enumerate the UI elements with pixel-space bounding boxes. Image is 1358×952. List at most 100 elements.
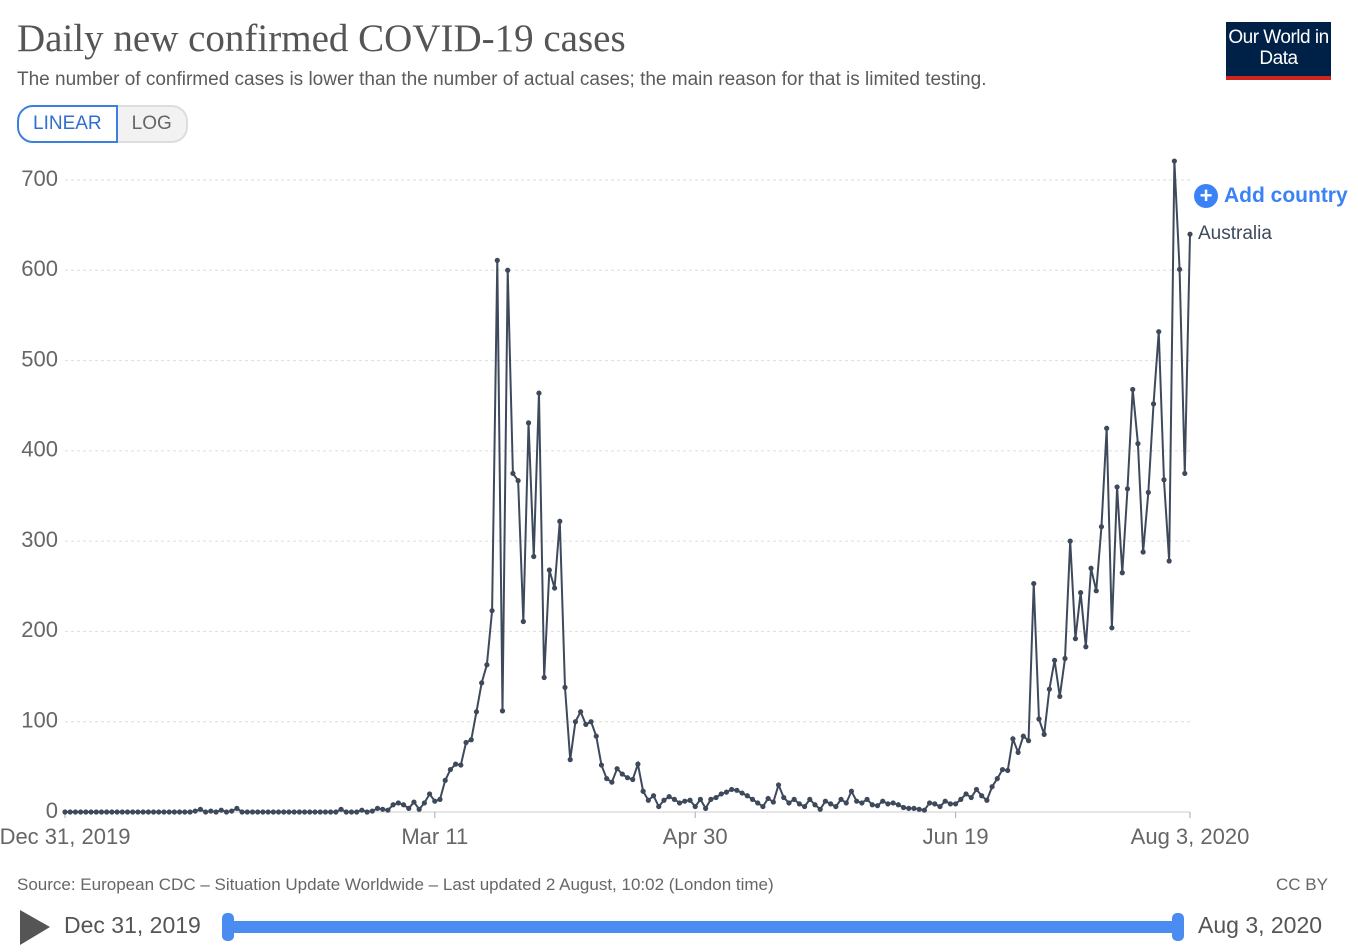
- data-point: [900, 804, 907, 811]
- data-point: [828, 801, 834, 807]
- data-point: [791, 796, 797, 802]
- data-point: [484, 662, 490, 668]
- x-tick-label: Aug 3, 2020: [1131, 824, 1250, 849]
- data-point: [218, 807, 224, 813]
- data-point: [843, 800, 849, 806]
- data-point: [755, 800, 761, 806]
- data-point: [1150, 401, 1157, 407]
- data-point: [692, 803, 698, 810]
- data-point: [854, 798, 860, 804]
- data-point: [249, 809, 256, 815]
- logo[interactable]: Our World in Data: [1226, 22, 1331, 80]
- data-point: [578, 709, 584, 715]
- data-point: [1010, 736, 1016, 742]
- y-tick-label: 400: [21, 437, 58, 462]
- data-point: [1176, 266, 1183, 272]
- data-point: [890, 800, 896, 806]
- data-point: [442, 777, 448, 784]
- data-point: [1182, 470, 1188, 477]
- data-point: [328, 809, 334, 815]
- data-point: [1135, 441, 1141, 447]
- data-point: [1078, 590, 1084, 596]
- data-point: [546, 567, 552, 573]
- add-country-label[interactable]: Add country: [1224, 184, 1348, 207]
- data-point: [958, 796, 964, 802]
- data-point: [713, 794, 719, 801]
- data-point: [604, 775, 610, 782]
- data-point: [192, 808, 198, 814]
- data-point: [942, 798, 948, 804]
- data-point: [176, 809, 183, 815]
- data-point: [421, 800, 427, 806]
- y-tick-label: 100: [21, 708, 58, 733]
- y-tick-label: 600: [21, 256, 58, 281]
- data-point: [406, 805, 412, 811]
- data-point: [734, 787, 740, 793]
- data-point: [1114, 484, 1120, 490]
- data-point: [833, 803, 839, 810]
- data-point: [619, 771, 625, 777]
- data-point: [166, 809, 172, 815]
- data-point: [1161, 477, 1167, 483]
- data-point: [1166, 558, 1172, 564]
- data-point: [1140, 549, 1146, 555]
- data-point: [343, 809, 349, 815]
- data-point: [161, 809, 167, 815]
- timeline-end: Aug 3, 2020: [1198, 912, 1323, 938]
- data-point: [1025, 738, 1032, 744]
- data-point: [489, 608, 495, 614]
- data-point: [656, 803, 662, 810]
- data-point: [749, 796, 756, 802]
- scale-toggle: LINEAR LOG: [17, 105, 188, 143]
- y-tick-label: 200: [21, 617, 58, 642]
- data-point: [536, 390, 542, 396]
- data-point: [385, 807, 391, 813]
- data-point: [78, 809, 84, 815]
- x-tick-label: Jun 19: [923, 824, 989, 849]
- data-point: [1145, 489, 1151, 495]
- data-point: [182, 809, 188, 815]
- timeline-handle[interactable]: [1172, 913, 1184, 941]
- data-point: [963, 791, 969, 797]
- data-point: [265, 809, 271, 815]
- data-point: [1005, 767, 1011, 774]
- data-point: [968, 794, 974, 801]
- data-point: [729, 786, 735, 793]
- data-point: [593, 733, 599, 739]
- data-point: [562, 684, 568, 691]
- play-button[interactable]: [20, 910, 50, 945]
- data-point: [624, 775, 631, 781]
- chart-subtitle: The number of confirmed cases is lower t…: [17, 69, 987, 90]
- x-tick-label: Apr 30: [663, 824, 728, 849]
- data-point: [666, 794, 672, 800]
- timeline-handle[interactable]: [222, 913, 234, 941]
- data-point: [807, 796, 813, 802]
- data-point: [260, 809, 266, 815]
- data-point: [1072, 636, 1079, 642]
- data-point: [453, 761, 459, 767]
- linear-button[interactable]: LINEAR: [17, 105, 118, 143]
- data-point: [359, 807, 365, 813]
- log-button[interactable]: LOG: [117, 105, 188, 143]
- plus-icon: +: [1194, 184, 1218, 208]
- data-point: [885, 801, 891, 807]
- add-country-button[interactable]: + Add country: [1194, 184, 1348, 208]
- data-point: [411, 799, 417, 805]
- data-point: [239, 809, 245, 815]
- data-point: [661, 797, 667, 803]
- license[interactable]: CC BY: [1276, 875, 1328, 894]
- data-point: [1098, 524, 1105, 530]
- data-point: [494, 257, 500, 263]
- data-point: [1130, 386, 1136, 393]
- data-point: [697, 796, 704, 802]
- data-point: [145, 809, 151, 815]
- data-point: [322, 809, 329, 815]
- data-point: [432, 798, 438, 804]
- data-point: [770, 799, 776, 805]
- data-point: [1015, 749, 1021, 756]
- data-point: [708, 796, 714, 802]
- data-point: [104, 809, 110, 815]
- data-point: [572, 719, 579, 725]
- data-point: [999, 766, 1006, 773]
